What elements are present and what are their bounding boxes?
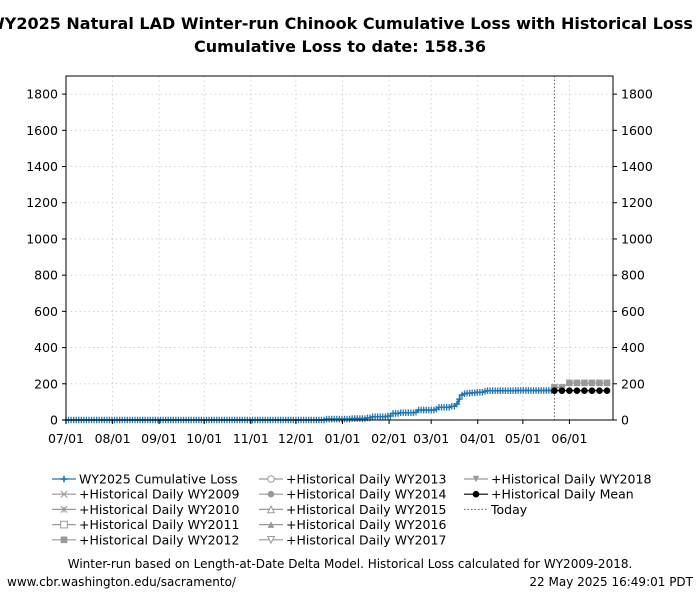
- legend-item: +Historical Daily WY2015: [259, 502, 446, 517]
- timestamp: 22 May 2025 16:49:01 PDT: [529, 575, 693, 589]
- legend-item: Today: [464, 502, 528, 517]
- x-tick-label: 08/01: [95, 431, 131, 446]
- legend-label: +Historical Daily WY2011: [79, 517, 239, 532]
- x-tick-label: 01/01: [324, 431, 360, 446]
- legend-marker: [267, 490, 275, 498]
- legend-item: +Historical Daily WY2018: [464, 472, 651, 487]
- chart-title: WY2025 Natural LAD Winter-run Chinook Cu…: [0, 14, 693, 33]
- plot-frame: [65, 75, 614, 421]
- legend-label: WY2025 Cumulative Loss: [79, 472, 238, 487]
- y-tick-label-right: 1600: [621, 123, 653, 138]
- legend-label: Today: [490, 502, 528, 517]
- legend-marker: [60, 505, 68, 514]
- y-tick-label-right: 1400: [621, 159, 653, 174]
- mean-point: [588, 387, 596, 394]
- y-tick-label-right: 600: [621, 304, 645, 319]
- legend: WY2025 Cumulative Loss+Historical Daily …: [52, 472, 651, 547]
- y-tick-label-right: 400: [621, 340, 645, 355]
- y-tick-label-right: 1800: [621, 87, 653, 102]
- x-tick-label: 09/01: [141, 431, 177, 446]
- historical-point: [581, 379, 588, 387]
- legend-label: +Historical Daily WY2012: [79, 532, 239, 547]
- legend-marker: [60, 520, 68, 529]
- series-line-wy2025: [66, 389, 555, 421]
- legend-item: WY2025 Cumulative Loss: [52, 472, 238, 487]
- mean-point: [603, 387, 611, 394]
- y-tick-label-left: 400: [34, 340, 58, 355]
- historical-point: [603, 379, 611, 387]
- legend-marker: [266, 536, 276, 545]
- y-tick-label-left: 1000: [26, 231, 58, 246]
- y-tick-label-left: 0: [50, 413, 58, 428]
- x-tick-label: 10/01: [186, 431, 222, 446]
- legend-marker: [60, 536, 68, 544]
- y-tick-label-right: 1000: [621, 231, 653, 246]
- mean-point: [596, 387, 603, 394]
- legend-item: +Historical Daily WY2013: [259, 472, 446, 487]
- series-point-wy2025: [456, 395, 463, 403]
- legend-label: +Historical Daily WY2009: [79, 487, 239, 502]
- mean-point: [573, 387, 581, 394]
- y-tick-label-left: 600: [34, 304, 58, 319]
- legend-item: +Historical Daily WY2011: [52, 517, 239, 532]
- legend-label: +Historical Daily WY2016: [286, 517, 446, 532]
- y-tick-label-right: 0: [621, 413, 629, 428]
- legend-label: +Historical Daily WY2013: [286, 472, 446, 487]
- historical-point: [566, 379, 573, 387]
- legend-marker: [267, 521, 275, 528]
- mean-point: [551, 387, 558, 394]
- y-tick-label-right: 1200: [621, 195, 653, 210]
- x-tick-label: 04/01: [460, 431, 496, 446]
- footnote: Winter-run based on Length-at-Date Delta…: [68, 557, 633, 571]
- legend-label: +Historical Daily WY2010: [79, 502, 239, 517]
- series-point-wy2025: [453, 400, 461, 408]
- legend-label: +Historical Daily WY2014: [286, 487, 446, 502]
- y-tick-label-right: 800: [621, 268, 645, 283]
- legend-item: +Historical Daily WY2010: [52, 502, 239, 517]
- source-url[interactable]: www.cbr.washington.edu/sacramento/: [7, 575, 237, 589]
- legend-item: +Historical Daily WY2009: [52, 487, 239, 502]
- legend-marker: [60, 490, 68, 498]
- historical-point: [588, 379, 596, 387]
- mean-point: [558, 387, 566, 394]
- y-tick-label-left: 1200: [26, 195, 58, 210]
- grid-lines: [65, 76, 613, 421]
- x-tick-label: 07/01: [48, 431, 84, 446]
- y-tick-label-left: 800: [34, 268, 58, 283]
- mean-point: [566, 387, 573, 394]
- x-tick-label: 11/01: [233, 431, 269, 446]
- x-tick-label: 06/01: [551, 431, 587, 446]
- y-tick-label-left: 200: [34, 376, 58, 391]
- axes: 0 0 200 200 400 400 600 600 800 800 1000 1000 1200 12…: [26, 75, 653, 446]
- legend-label: +Historical Daily Mean: [491, 487, 634, 502]
- x-tick-label: 12/01: [278, 431, 314, 446]
- chart-subtitle: Cumulative Loss to date: 158.36: [194, 37, 486, 56]
- legend-marker: [266, 504, 276, 514]
- legend-marker: [472, 475, 480, 483]
- legend-label: +Historical Daily WY2018: [491, 472, 651, 487]
- x-tick-label: 02/01: [371, 431, 407, 446]
- y-tick-label-left: 1400: [26, 159, 58, 174]
- y-tick-label-left: 1800: [26, 87, 58, 102]
- series-layer: [62, 76, 611, 424]
- y-tick-label-left: 1600: [26, 123, 58, 138]
- historical-point: [596, 379, 603, 387]
- legend-label: +Historical Daily WY2017: [286, 532, 446, 547]
- x-tick-label: 05/01: [505, 431, 541, 446]
- mean-point: [581, 387, 588, 394]
- legend-item: +Historical Daily WY2012: [52, 532, 239, 547]
- legend-item: +Historical Daily Mean: [464, 487, 634, 502]
- legend-label: +Historical Daily WY2015: [286, 502, 446, 517]
- legend-item: +Historical Daily WY2014: [259, 487, 446, 502]
- legend-marker: [267, 475, 275, 483]
- legend-item: +Historical Daily WY2017: [259, 532, 446, 547]
- y-tick-label-right: 200: [621, 376, 645, 391]
- historical-point: [573, 379, 581, 387]
- legend-marker: [472, 490, 480, 498]
- x-tick-label: 03/01: [413, 431, 449, 446]
- legend-item: +Historical Daily WY2016: [259, 517, 446, 532]
